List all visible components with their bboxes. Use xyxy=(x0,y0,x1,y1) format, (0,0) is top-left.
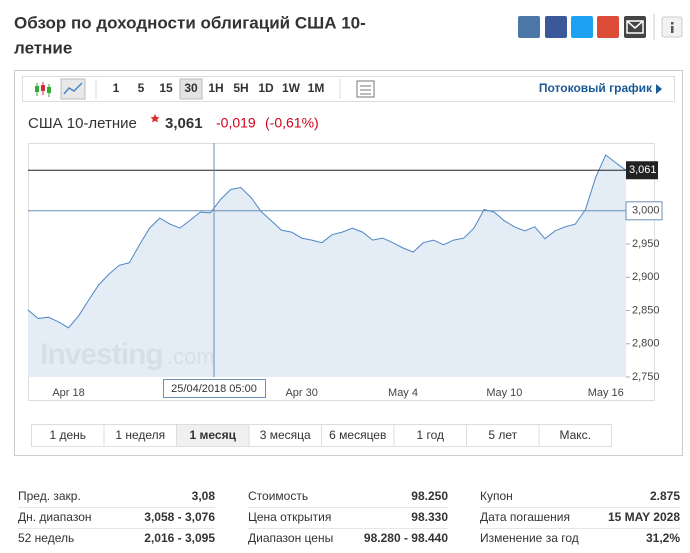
y-tick-label: 2,750 xyxy=(632,371,660,383)
range-tab[interactable]: 3 месяца xyxy=(260,428,311,442)
x-tick-label: May 16 xyxy=(588,387,624,399)
interval-button[interactable]: 15 xyxy=(159,81,173,95)
mail-glyph xyxy=(626,20,644,34)
stat-value: 2,016 - 3,095 xyxy=(144,531,215,545)
quote-change: -0,019 xyxy=(216,115,256,131)
chart: Investing.com2,7502,8002,8502,9002,9503,… xyxy=(27,143,663,401)
range-tab[interactable]: 1 день xyxy=(49,428,86,442)
interval-button[interactable]: 30 xyxy=(184,81,198,95)
y-tick-label: 2,800 xyxy=(632,338,660,350)
interval-button[interactable]: 5H xyxy=(233,81,248,95)
range-tab[interactable]: 1 год xyxy=(416,428,444,442)
range-tab[interactable]: 6 месяцев xyxy=(329,428,386,442)
quote-name: США 10-летние xyxy=(28,115,137,132)
stat-value: 3,058 - 3,076 xyxy=(144,510,215,524)
interval-button[interactable]: 1H xyxy=(208,81,223,95)
vk-icon[interactable] xyxy=(518,16,540,38)
stat-value: 98.330 xyxy=(411,510,448,524)
page-title: летние xyxy=(14,38,72,57)
share-icons xyxy=(518,14,683,40)
range-tab[interactable]: Макс. xyxy=(559,428,591,442)
info-glyph xyxy=(671,22,674,25)
stat-label: Стоимость xyxy=(248,489,308,503)
y-tick-label: 2,900 xyxy=(632,271,660,283)
info-glyph xyxy=(671,26,674,33)
alert-star[interactable] xyxy=(150,114,160,123)
stat-value: 98.250 xyxy=(411,489,448,503)
area-fill xyxy=(28,155,626,377)
stat-label: Пред. закр. xyxy=(18,489,81,503)
crosshair-date-box xyxy=(163,379,266,398)
y-tick-label: 2,850 xyxy=(632,304,660,316)
range-tabs: 1 день 1 неделя 1 месяц 3 месяца 6 месяцев 1 … xyxy=(31,424,612,447)
crosshair-value-box xyxy=(625,201,663,221)
last-price-label: 3,061 xyxy=(629,164,657,176)
stats-table: Пред. закр. 3,08 Дн. диапазон 3,058 - 3,076… xyxy=(18,489,680,545)
y-tick-label: 2,950 xyxy=(632,238,660,250)
interval-button[interactable]: 1 xyxy=(113,81,120,95)
range-tab[interactable]: 1 месяц xyxy=(190,428,237,442)
stat-label: Цена открытия xyxy=(248,510,331,524)
stat-value: 15 MAY 2028 xyxy=(608,510,680,524)
candles-icon[interactable] xyxy=(35,82,51,97)
stat-label: Изменение за год xyxy=(480,531,579,545)
interval-button[interactable]: 1M xyxy=(308,81,325,95)
streaming-link[interactable]: Потоковый график xyxy=(539,81,653,95)
line-glyph xyxy=(63,82,83,95)
stat-label: Дн. диапазон xyxy=(18,510,92,524)
stat-value: 2.875 xyxy=(650,489,680,503)
twitter-icon[interactable] xyxy=(571,16,593,38)
range-tab[interactable]: 1 неделя xyxy=(115,428,165,442)
range-tab[interactable]: 5 лет xyxy=(488,428,517,442)
gplus-icon[interactable] xyxy=(597,16,619,38)
stat-label: Купон xyxy=(480,489,513,503)
price-line xyxy=(27,154,627,329)
page-title: Обзор по доходности облигаций США 10- xyxy=(14,13,366,32)
x-tick-label: May 10 xyxy=(486,387,522,399)
stat-value: 3,08 xyxy=(192,489,216,503)
crosshair-date: 25/04/2018 05:00 xyxy=(171,383,257,395)
toolbar xyxy=(22,76,675,102)
line-icon[interactable] xyxy=(60,78,86,100)
interval-button[interactable]: 1D xyxy=(258,81,274,95)
stat-value: 98.280 - 98.440 xyxy=(364,531,448,545)
interval-active xyxy=(179,78,203,100)
interval-button[interactable]: 5 xyxy=(138,81,145,95)
x-tick-label: Apr 18 xyxy=(52,387,84,399)
interval-button[interactable]: 1W xyxy=(282,81,301,95)
x-tick-label: Apr 30 xyxy=(285,387,317,399)
facebook-icon[interactable] xyxy=(545,16,567,38)
y-tick-label: 3,000 xyxy=(632,205,660,217)
stat-label: Дата погашения xyxy=(480,510,570,524)
quote-price: 3,061 xyxy=(165,115,203,132)
streaming-arrow xyxy=(656,84,662,94)
stat-label: Диапазон цены xyxy=(248,531,333,545)
last-price-box xyxy=(626,161,658,180)
quote-change-pct: (-0,61%) xyxy=(265,115,319,131)
stat-value: 31,2% xyxy=(646,531,680,545)
stat-label: 52 недель xyxy=(18,531,74,545)
settings-icon[interactable] xyxy=(356,80,375,98)
x-tick-label: May 4 xyxy=(388,387,418,399)
